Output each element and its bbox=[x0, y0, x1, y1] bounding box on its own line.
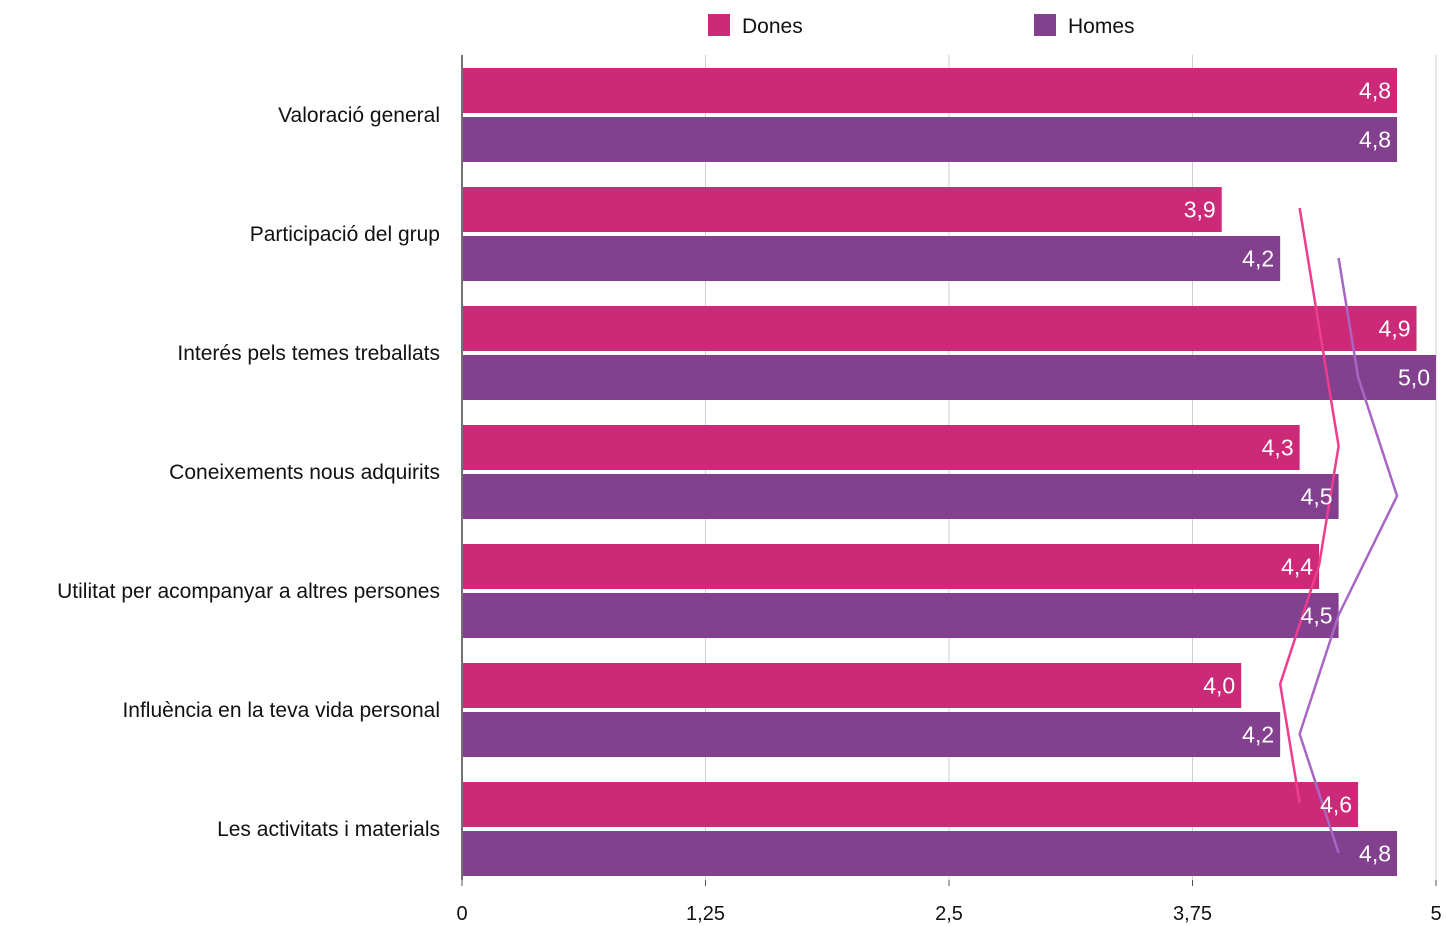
labels: Valoració general 4,8 4,8 Participació del … bbox=[57, 78, 1430, 867]
legend-label-dones: Dones bbox=[742, 15, 803, 38]
bar-value-label: 4,8 bbox=[1359, 78, 1391, 104]
bar-value-label: 4,8 bbox=[1359, 127, 1391, 153]
bar-dones bbox=[463, 782, 1359, 827]
bar-homes bbox=[463, 712, 1281, 757]
bar-value-label: 3,9 bbox=[1184, 197, 1216, 223]
legend-swatch-homes bbox=[1034, 14, 1056, 36]
x-tick-label: 1,25 bbox=[686, 903, 725, 925]
bar-dones bbox=[463, 544, 1320, 589]
category-label: Coneixements nous adquirits bbox=[169, 461, 440, 484]
category-label: Interés pels temes treballats bbox=[177, 342, 440, 365]
bar-value-label: 4,6 bbox=[1320, 792, 1352, 818]
bar-dones bbox=[463, 187, 1222, 232]
bar-value-label: 4,2 bbox=[1242, 246, 1274, 272]
bar-homes bbox=[463, 593, 1339, 638]
bar-dones bbox=[463, 306, 1417, 351]
bar-value-label: 4,2 bbox=[1242, 722, 1274, 748]
bar-homes bbox=[463, 355, 1436, 400]
bar-value-label: 4,8 bbox=[1359, 841, 1391, 867]
bar-dones bbox=[463, 425, 1300, 470]
bar-value-label: 4,9 bbox=[1379, 316, 1411, 342]
bar-dones bbox=[463, 68, 1398, 113]
legend-swatch-dones bbox=[708, 14, 730, 36]
bar-value-label: 4,5 bbox=[1301, 603, 1333, 629]
x-tick-label: 0 bbox=[456, 903, 467, 925]
bar-homes bbox=[463, 474, 1339, 519]
bar-value-label: 5,0 bbox=[1398, 365, 1430, 391]
x-tick-label: 2,5 bbox=[935, 903, 963, 925]
trend-line-dones bbox=[1278, 207, 1340, 804]
bars bbox=[463, 68, 1436, 876]
axes: 0 1,25 2,5 3,75 5 bbox=[456, 55, 1442, 925]
category-label: Participació del grup bbox=[250, 223, 440, 246]
category-label: Influència en la teva vida personal bbox=[122, 699, 440, 722]
bar-dones bbox=[463, 663, 1242, 708]
bar-value-label: 4,3 bbox=[1262, 435, 1294, 461]
bar-homes bbox=[463, 117, 1398, 162]
bar-value-label: 4,4 bbox=[1281, 554, 1313, 580]
bar-value-label: 4,0 bbox=[1203, 673, 1235, 699]
category-label: Les activitats i materials bbox=[217, 818, 440, 841]
x-tick-label: 3,75 bbox=[1173, 903, 1212, 925]
x-tick-label: 5 bbox=[1430, 903, 1441, 925]
trend-lines bbox=[1278, 207, 1399, 854]
bar-value-label: 4,5 bbox=[1301, 484, 1333, 510]
legend-label-homes: Homes bbox=[1068, 15, 1135, 38]
trend-line-homes bbox=[1298, 257, 1399, 854]
legend: Dones Homes bbox=[708, 14, 1135, 38]
bar-homes bbox=[463, 236, 1281, 281]
bar-homes bbox=[463, 831, 1398, 876]
category-label: Utilitat per acompanyar a altres persone… bbox=[57, 580, 440, 603]
category-label: Valoració general bbox=[278, 104, 440, 127]
